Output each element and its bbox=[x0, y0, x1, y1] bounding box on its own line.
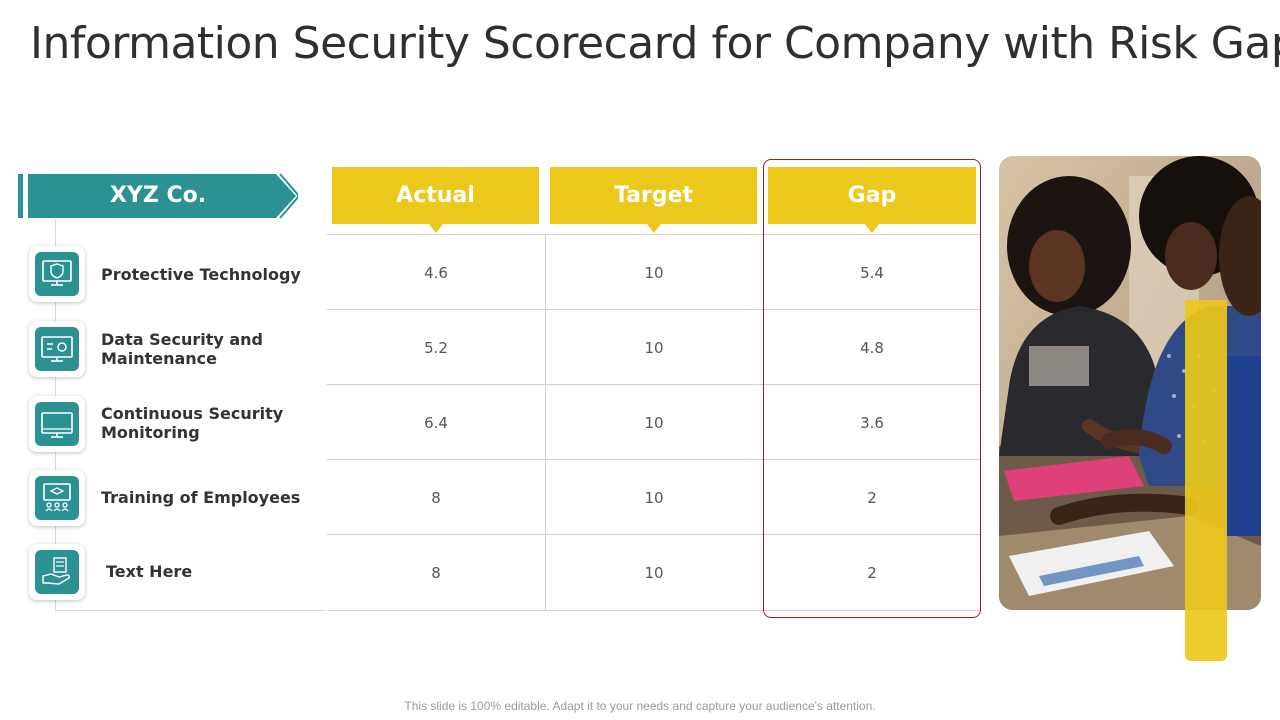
cell-actual: 6.4 bbox=[424, 414, 448, 432]
row-label-1: Protective Technology bbox=[101, 265, 301, 284]
gap-column-highlight bbox=[763, 159, 981, 618]
row-icon-1 bbox=[29, 246, 85, 302]
grid-line bbox=[327, 234, 980, 235]
row-icon-4 bbox=[29, 470, 85, 526]
arrow-banner-shape bbox=[18, 173, 298, 219]
monitor-settings-icon bbox=[41, 336, 73, 362]
cell-gap: 2 bbox=[867, 489, 877, 507]
column-separator bbox=[545, 235, 546, 610]
row-label-4: Training of Employees bbox=[101, 488, 301, 507]
page-title: Information Security Scorecard for Compa… bbox=[30, 18, 1280, 69]
grid-line bbox=[327, 384, 980, 385]
shield-monitor-icon bbox=[42, 260, 72, 286]
hand-documents-icon bbox=[42, 557, 70, 585]
company-banner: XYZ Co. bbox=[18, 173, 298, 219]
monitor-icon bbox=[41, 412, 73, 438]
cell-gap: 2 bbox=[867, 564, 877, 582]
row-icon-5 bbox=[29, 544, 85, 600]
column-header-gap: Gap bbox=[768, 167, 976, 233]
cell-target: 10 bbox=[644, 264, 664, 282]
cell-target: 10 bbox=[644, 564, 664, 582]
grid-line bbox=[327, 534, 980, 535]
yellow-accent-bar bbox=[1185, 300, 1227, 661]
cell-gap: 3.6 bbox=[860, 414, 884, 432]
grid-line bbox=[327, 309, 980, 310]
cell-gap: 4.8 bbox=[860, 339, 884, 357]
cell-actual: 5.2 bbox=[424, 339, 448, 357]
grid-line bbox=[327, 459, 980, 460]
connector-baseline bbox=[55, 610, 325, 611]
training-board-icon bbox=[43, 483, 71, 512]
column-header-actual: Actual bbox=[332, 167, 539, 233]
row-label-3: Continuous Security Monitoring bbox=[101, 404, 284, 442]
footer-note: This slide is 100% editable. Adapt it to… bbox=[404, 699, 876, 713]
cell-actual: 8 bbox=[431, 489, 441, 507]
row-label-5: Text Here bbox=[106, 562, 193, 581]
cell-gap: 5.4 bbox=[860, 264, 884, 282]
row-label-2: Data Security and Maintenance bbox=[101, 330, 264, 368]
row-icon-3 bbox=[29, 396, 85, 452]
cell-actual: 8 bbox=[431, 564, 441, 582]
row-icon-2 bbox=[29, 321, 85, 377]
grid-line bbox=[327, 610, 980, 611]
cell-target: 10 bbox=[644, 489, 664, 507]
column-header-target: Target bbox=[550, 167, 757, 233]
cell-target: 10 bbox=[644, 339, 664, 357]
cell-actual: 4.6 bbox=[424, 264, 448, 282]
company-name: XYZ Co. bbox=[109, 183, 207, 208]
cell-target: 10 bbox=[644, 414, 664, 432]
